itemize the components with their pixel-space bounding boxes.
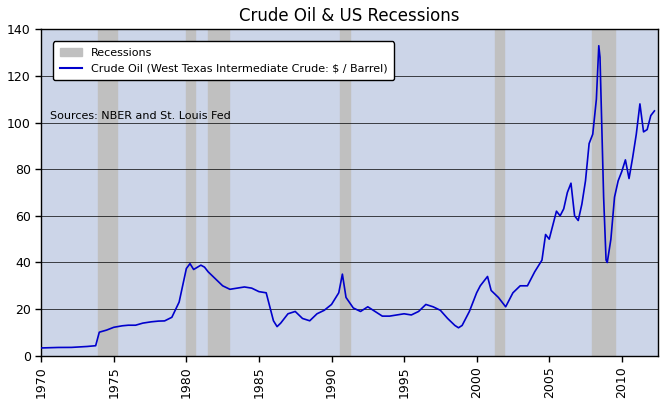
Title: Crude Oil & US Recessions: Crude Oil & US Recessions bbox=[239, 7, 460, 25]
Bar bbox=[208, 29, 229, 356]
Bar bbox=[495, 29, 505, 356]
Legend: Recessions, Crude Oil (West Texas Intermediate Crude: $ / Barrel): Recessions, Crude Oil (West Texas Interm… bbox=[53, 41, 394, 80]
Bar bbox=[186, 29, 195, 356]
Bar bbox=[98, 29, 118, 356]
Text: Sources: NBER and St. Louis Fed: Sources: NBER and St. Louis Fed bbox=[51, 111, 231, 121]
Bar bbox=[340, 29, 350, 356]
Bar bbox=[592, 29, 614, 356]
